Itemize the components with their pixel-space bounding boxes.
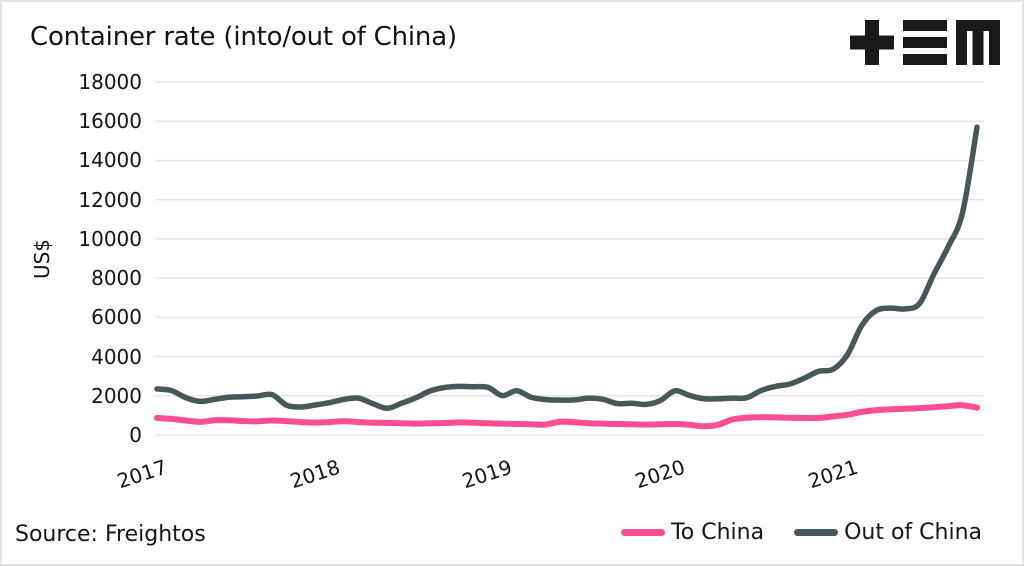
y-tick-label: 0 (129, 423, 142, 447)
y-tick-label: 10000 (78, 226, 142, 251)
y-axis-title: US$ (30, 238, 54, 280)
legend-swatch-out-of-china (794, 529, 839, 536)
y-tick-label: 2000 (91, 383, 142, 408)
source-note: Source: Freightos (15, 522, 206, 547)
legend: To China Out of China (621, 520, 982, 545)
chart-title: Container rate (into/out of China) (30, 22, 457, 52)
y-tick-label: 18000 (78, 70, 142, 94)
y-tick-label: 4000 (91, 344, 142, 369)
tem-logo-icon (850, 20, 1000, 65)
y-tick-label: 8000 (91, 266, 142, 291)
series-line-to-china (154, 402, 980, 430)
y-tick-label: 6000 (91, 305, 142, 330)
y-tick-label: 14000 (78, 148, 142, 173)
y-tick-label: 16000 (78, 109, 142, 134)
series-line-out-of-china (154, 124, 980, 412)
y-tick-label: 12000 (78, 187, 142, 212)
legend-label-to-china: To China (671, 520, 765, 545)
legend-swatch-to-china (621, 529, 666, 536)
legend-label-out-of-china: Out of China (844, 520, 982, 545)
